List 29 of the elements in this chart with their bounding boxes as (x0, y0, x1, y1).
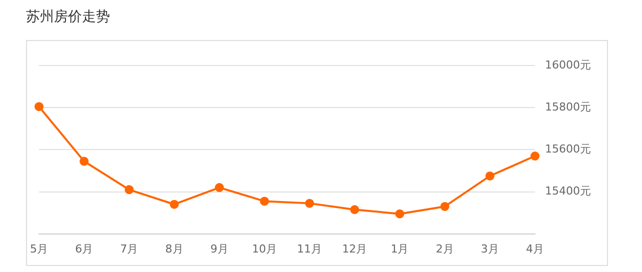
y-tick-label: 15800元 (545, 100, 592, 114)
x-tick-label: 2月 (436, 242, 454, 256)
point (395, 209, 404, 218)
y-tick-label: 15600元 (545, 142, 592, 156)
point (34, 102, 44, 112)
x-tick-label: 10月 (252, 242, 277, 256)
y-tick-label: 15400元 (545, 184, 592, 198)
x-tick-label: 4月 (526, 242, 544, 256)
point (260, 196, 269, 206)
x-tick-label: 9月 (210, 242, 228, 256)
chart-title: 苏州房价走势 (26, 8, 111, 26)
x-tick-label: 7月 (120, 242, 138, 256)
x-tick-label: 5月 (30, 242, 48, 256)
point (80, 156, 89, 166)
x-tick-label: 6月 (75, 242, 94, 256)
point (124, 185, 134, 194)
x-tick-label: 3月 (480, 242, 499, 256)
x-tick-label: 1月 (390, 242, 409, 256)
point (440, 202, 450, 211)
x-tick-label: 11月 (297, 242, 322, 256)
point (214, 183, 224, 192)
x-tick-label: 12月 (342, 242, 368, 256)
point (530, 152, 540, 161)
point (350, 205, 360, 214)
y-tick-label: 16000元 (545, 58, 592, 72)
point (305, 198, 314, 208)
x-tick-label: 8月 (165, 242, 184, 256)
point (170, 200, 179, 209)
point (485, 171, 494, 180)
